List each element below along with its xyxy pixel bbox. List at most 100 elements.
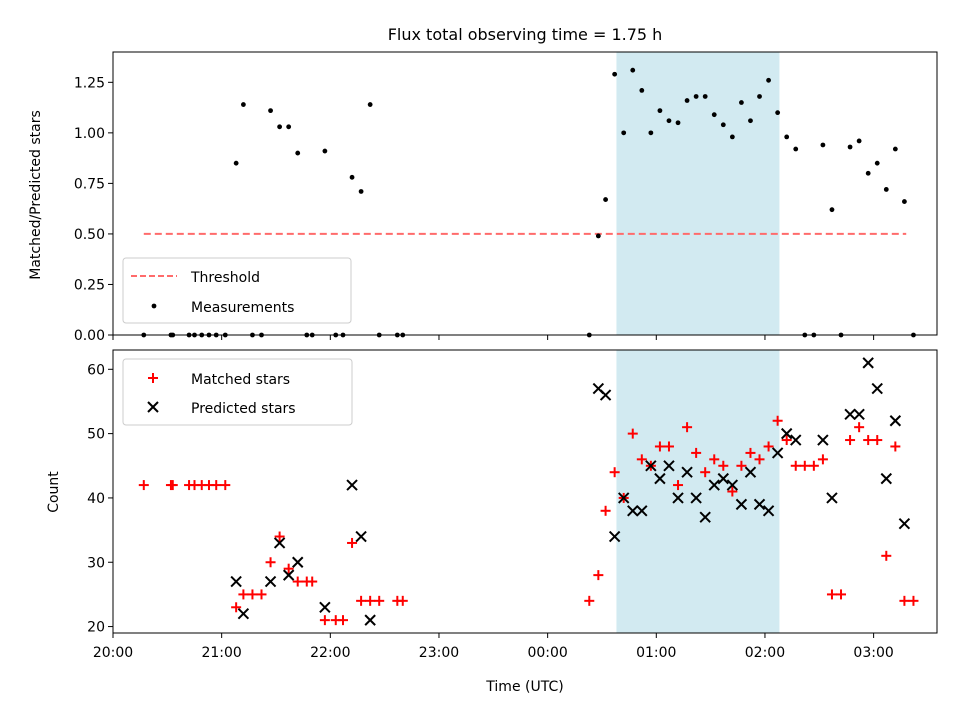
measurement-point: [322, 148, 328, 154]
matched-star-point: [265, 557, 276, 568]
x-tick-label: 02:00: [745, 645, 785, 661]
measurement-point: [729, 134, 735, 140]
y-tick-label: 0.25: [74, 277, 105, 293]
measurement-point: [675, 120, 681, 126]
predicted-star-point: [654, 472, 666, 485]
x-tick-label: 22:00: [310, 645, 350, 661]
top-x-ticks: [112, 335, 875, 340]
x-tick-label: 21:00: [201, 645, 241, 661]
matched-star-point: [292, 576, 303, 587]
y-tick-label: 0.75: [74, 176, 105, 192]
predicted-star-point: [717, 472, 730, 485]
predicted-star-point: [898, 517, 911, 530]
y-tick-label: 1.25: [74, 75, 105, 91]
predicted-star-point: [726, 479, 739, 491]
matched-star-point: [745, 447, 756, 458]
matched-star-point: [881, 550, 892, 561]
x-tick-label: 23:00: [419, 645, 459, 661]
matched-star-point: [231, 602, 242, 613]
measurement-point: [856, 138, 862, 144]
predicted-star-point: [617, 492, 630, 504]
matched-star-point: [600, 505, 611, 516]
measurement-point: [711, 112, 717, 118]
matched-star-point: [691, 447, 702, 458]
matched-star-point: [790, 460, 801, 471]
star-count-points: [138, 357, 919, 626]
legend-measurements-label: Measurements: [191, 300, 294, 316]
predicted-star-point: [672, 492, 684, 504]
predicted-star-point: [735, 498, 748, 511]
y-tick-label: 1.00: [74, 126, 105, 142]
matched-star-point: [781, 435, 792, 446]
matched-star-point: [593, 570, 604, 581]
matched-star-point: [307, 576, 318, 587]
matched-star-point: [654, 441, 665, 452]
predicted-star-point: [364, 614, 376, 626]
top-axes-frame: [112, 51, 938, 336]
matched-star-point: [872, 435, 883, 446]
bottom-y-ticks: 20 30 40 50 60: [87, 362, 113, 636]
observing-span-top: [616, 52, 780, 335]
legend-predicted-label: Predicted stars: [191, 401, 296, 417]
top-legend: Threshold Measurements: [122, 257, 352, 324]
measurement-point: [902, 199, 907, 204]
x-axis-label: Time (UTC): [485, 679, 563, 695]
measurement-point: [775, 110, 781, 116]
matched-star-point: [274, 531, 285, 542]
predicted-star-point: [762, 505, 775, 517]
x-tick-label: 01:00: [636, 645, 676, 661]
measurement-point: [847, 144, 853, 150]
matched-star-point: [845, 435, 856, 446]
observing-span-bottom: [616, 350, 780, 633]
matched-star-point: [736, 460, 747, 471]
measurement-point: [874, 160, 880, 166]
matched-star-point: [374, 595, 385, 606]
matched-star-point: [754, 454, 765, 465]
measurement-point: [268, 108, 273, 114]
measurement-point: [784, 134, 790, 140]
predicted-star-point: [880, 472, 892, 485]
measurement-point: [702, 94, 708, 99]
measurement-point: [766, 77, 771, 83]
matched-star-point: [763, 441, 774, 452]
matched-star-point: [356, 595, 367, 606]
matched-star-point: [256, 589, 267, 600]
matched-star-point: [347, 537, 358, 548]
y-tick-label: 30: [87, 555, 105, 571]
matched-star-point: [283, 563, 294, 574]
top-panel: 0.00 0.25 0.50 0.75 1.00 1.25 Matched/Predict…: [28, 51, 938, 344]
predicted-star-point: [230, 575, 242, 588]
measurement-point: [748, 118, 753, 124]
measurement-point: [639, 88, 645, 93]
x-tick-label: 20:00: [93, 645, 133, 661]
matched-star-point: [636, 454, 647, 465]
legend-measurements-swatch: [151, 303, 157, 309]
matched-star-point: [709, 454, 720, 465]
matched-star-point: [799, 460, 810, 471]
predicted-star-point: [273, 537, 286, 549]
y-tick-label: 60: [87, 362, 105, 378]
predicted-star-point: [319, 601, 331, 613]
matched-star-point: [609, 467, 620, 478]
predicted-star-point: [699, 511, 711, 523]
matched-star-point: [220, 480, 231, 491]
measurement-point: [367, 102, 373, 107]
y-tick-label: 20: [87, 620, 105, 636]
predicted-star-point: [826, 492, 838, 504]
top-y-label: Matched/Predicted stars: [28, 110, 44, 280]
predicted-star-point: [282, 569, 295, 581]
predicted-star-point: [636, 505, 648, 517]
matched-star-point: [826, 589, 837, 600]
matched-star-point: [836, 589, 847, 600]
predicted-star-point: [608, 530, 621, 543]
predicted-star-point: [237, 607, 250, 620]
bottom-x-ticks: 20:00 21:00 22:00 23:00 00:00 01:00 02:00 03:00: [93, 633, 894, 661]
matched-star-point: [247, 589, 258, 600]
predicted-star-point: [663, 460, 675, 472]
measurement-point: [612, 71, 618, 77]
matched-star-point: [727, 486, 738, 497]
y-tick-label: 40: [87, 491, 105, 507]
chart-title: Flux total observing time = 1.75 h: [388, 25, 663, 44]
bottom-legend-box: [122, 358, 353, 426]
